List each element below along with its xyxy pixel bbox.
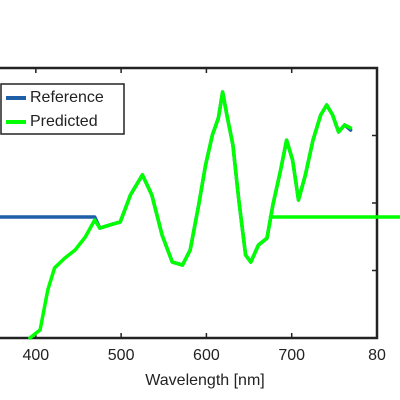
x-tick-label: 80	[368, 347, 386, 364]
legend-box	[0, 83, 125, 135]
legend-label: Predicted	[30, 113, 98, 130]
legend-label: Reference	[30, 89, 104, 106]
x-tick-label: 500	[108, 347, 135, 364]
x-tick-label: 400	[22, 347, 49, 364]
x-tick-label: 600	[193, 347, 220, 364]
series-line	[28, 90, 400, 340]
x-tick-label: 700	[278, 347, 305, 364]
x-axis-label: Wavelength [nm]	[145, 372, 264, 389]
